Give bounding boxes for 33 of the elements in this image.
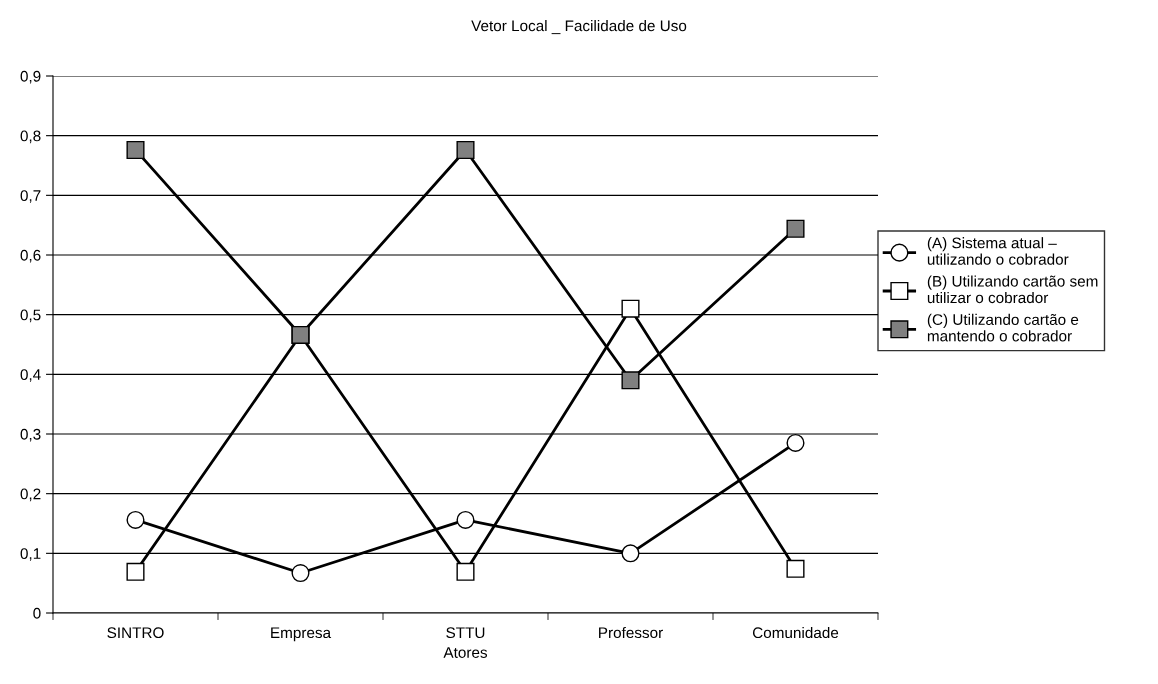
point xyxy=(621,371,640,390)
point xyxy=(291,563,310,583)
x-tick-label: Professor xyxy=(599,626,663,639)
y-tick-label: 0,2 xyxy=(20,488,41,502)
point xyxy=(786,559,805,578)
point xyxy=(786,433,805,452)
y-tick-label: 0,5 xyxy=(20,309,41,323)
x-tick-label: STTU xyxy=(446,627,485,639)
y-tick-label: 0,7 xyxy=(20,190,41,203)
y-tick-label: 0,8 xyxy=(20,130,41,144)
point xyxy=(126,510,145,529)
point xyxy=(456,562,475,581)
point xyxy=(621,299,640,318)
chart-title: Vetor Local _ Facilidade de Uso xyxy=(471,20,687,35)
x-axis-title: Atores xyxy=(443,647,488,658)
point xyxy=(786,219,805,238)
legend-label: (B) Utilizando cartão sem utilizar o cobrador xyxy=(927,275,1098,304)
y-tick-label: 0,4 xyxy=(20,369,41,382)
x-tick-label: SINTRO xyxy=(107,627,164,639)
y-tick-label: 0 xyxy=(33,607,41,619)
legend-label: (C) Utilizando cartão e mantendo o cobrador xyxy=(927,313,1079,342)
y-tick-label: 0,6 xyxy=(20,249,41,263)
x-tick-label: Comunidade xyxy=(752,626,839,639)
point xyxy=(621,544,640,563)
y-tick-label: 0,9 xyxy=(20,70,41,84)
y-tick-label: 0,3 xyxy=(20,428,41,442)
point xyxy=(456,510,475,529)
point xyxy=(126,562,145,581)
point xyxy=(456,140,475,160)
y-tick-label: 0,1 xyxy=(20,548,41,561)
point xyxy=(126,140,145,160)
legend-label: (A) Sistema atual – utilizando o cobrador xyxy=(927,237,1069,265)
x-tick-label: Empresa xyxy=(271,627,332,642)
